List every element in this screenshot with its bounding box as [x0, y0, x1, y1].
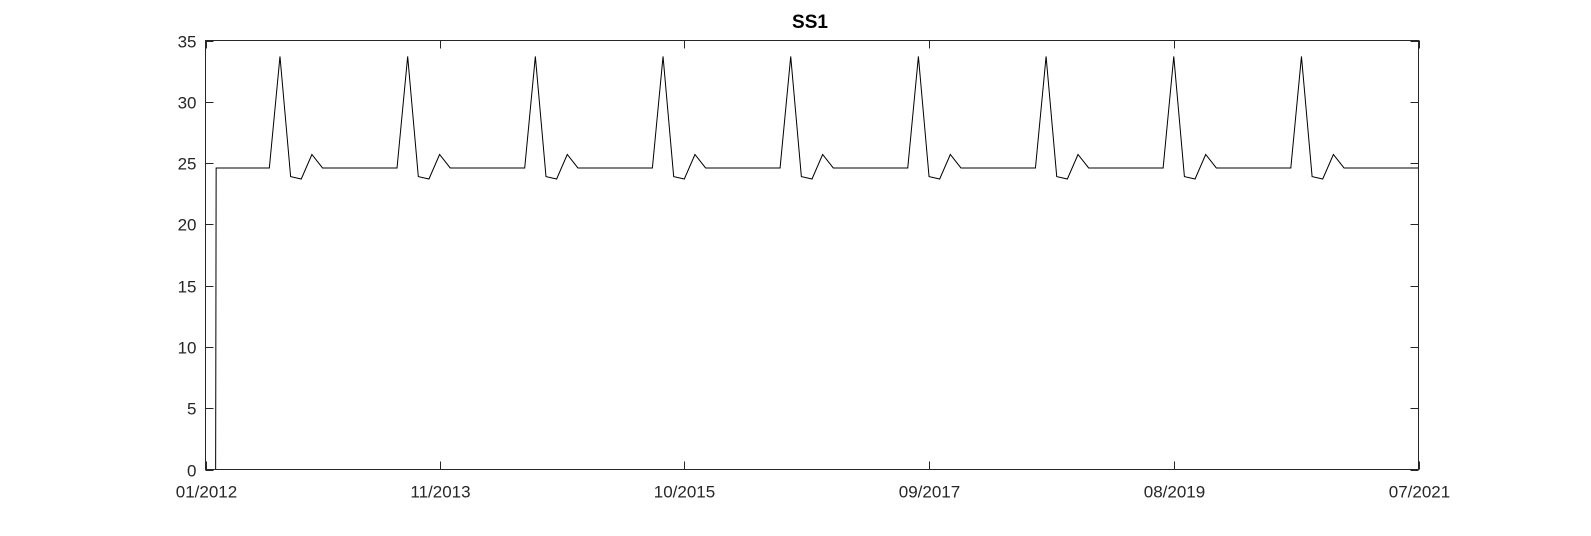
x-tick-label: 01/2012 [176, 483, 237, 502]
axis-tick-labels: 0 5 10 15 20 25 30 35 01/2012 11/2013 10/2015 09/20… [176, 33, 1450, 502]
plot-frame [205, 40, 1419, 470]
y-tick-label: 5 [187, 400, 196, 419]
x-tick-label: 09/2017 [899, 483, 960, 502]
y-tick-label: 35 [178, 33, 197, 52]
y-tick-label: 10 [178, 339, 197, 358]
y-tick-label: 30 [178, 94, 197, 113]
x-tick-label: 10/2015 [654, 483, 715, 502]
series-group [205, 56, 1419, 470]
x-tick-label: 07/2021 [1389, 483, 1450, 502]
series-line-0 [205, 56, 1419, 470]
axis-ticks [205, 40, 1420, 471]
y-tick-label: 20 [178, 216, 197, 235]
y-tick-label: 25 [178, 155, 197, 174]
chart-title: SS1 [792, 12, 828, 33]
y-tick-label: 15 [178, 278, 197, 297]
y-tick-label: 0 [187, 462, 196, 481]
x-tick-label: 08/2019 [1144, 483, 1205, 502]
x-tick-label: 11/2013 [410, 483, 470, 502]
